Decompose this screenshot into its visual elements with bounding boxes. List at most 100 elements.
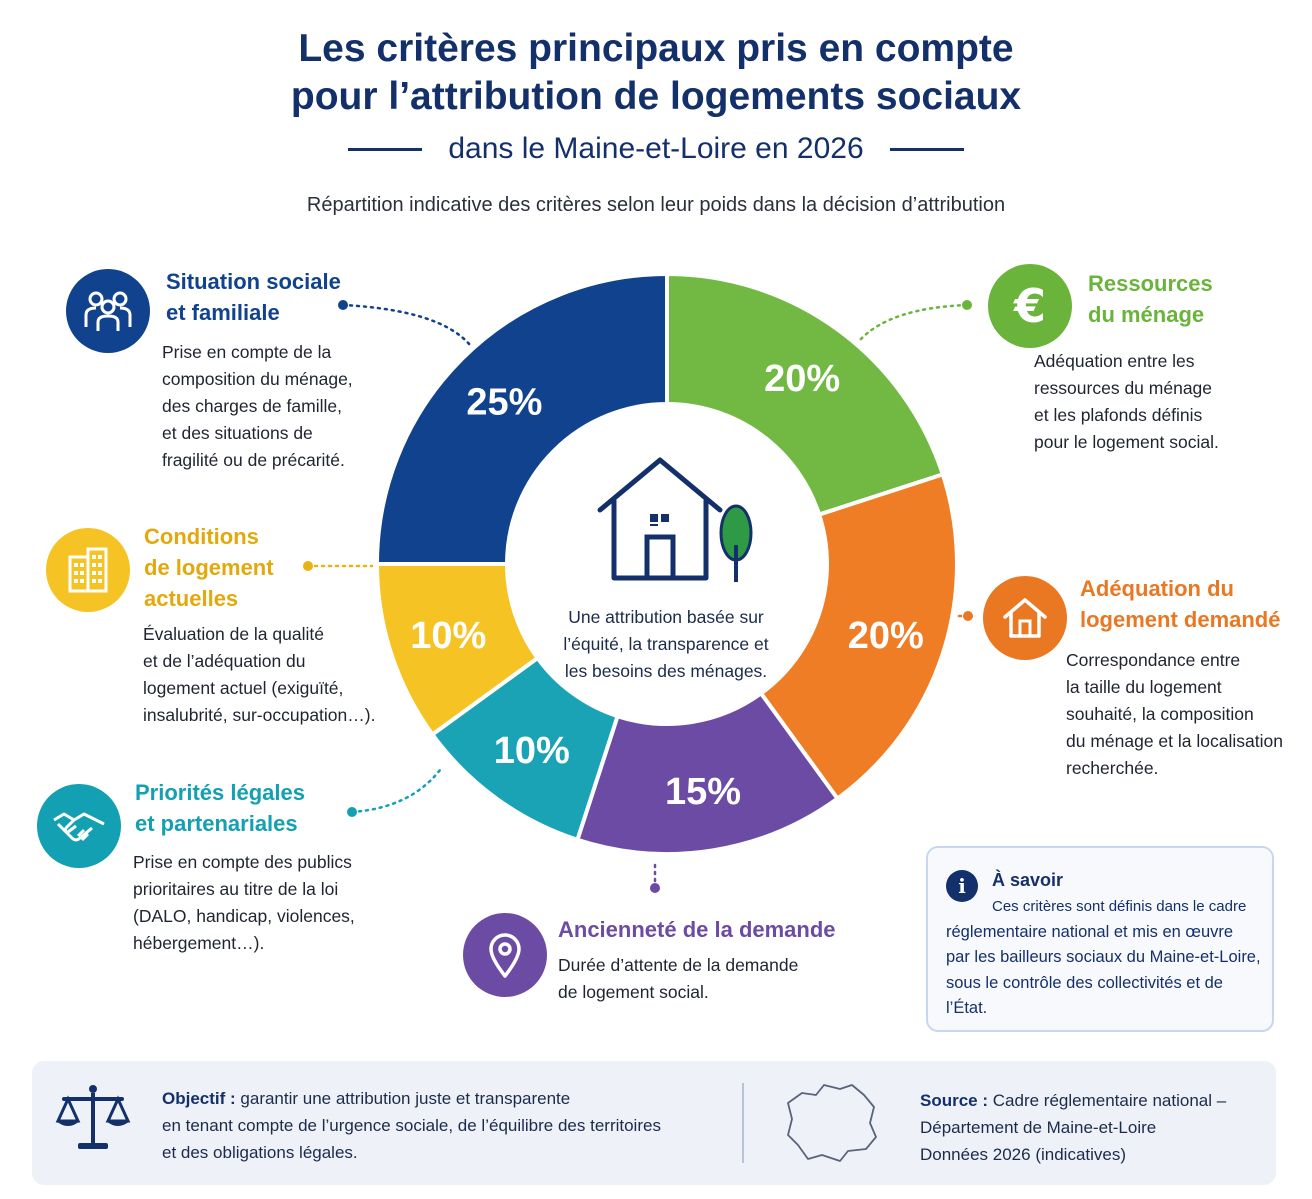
donut-slice bbox=[758, 471, 959, 802]
situation-title-l2: et familiale bbox=[166, 300, 280, 325]
donut-slice bbox=[665, 271, 946, 518]
info-line: l’État. bbox=[946, 999, 988, 1017]
ressources-desc-line: pour le logement social. bbox=[1034, 432, 1219, 452]
conditions-desc-line: logement actuel (exiguïté, bbox=[143, 678, 344, 698]
objectif-line: en tenant compte de l’urgence sociale, d… bbox=[162, 1116, 661, 1135]
source-line: Cadre réglementaire national – bbox=[992, 1091, 1227, 1110]
objectif-line: et des obligations légales. bbox=[162, 1143, 358, 1162]
donut-labels: 20% 20% 15% 10% 10% 25% bbox=[410, 358, 924, 813]
donut-slice bbox=[574, 690, 841, 856]
connector-situation bbox=[341, 303, 472, 347]
info-icon: i bbox=[946, 870, 978, 902]
donut-value-label: 20% bbox=[848, 615, 924, 657]
connector-dot-adequation bbox=[963, 611, 973, 621]
conditions-title-l1: Conditions bbox=[144, 524, 259, 549]
adequation-desc-line: Correspondance entre bbox=[1066, 650, 1241, 670]
donut-value-label: 25% bbox=[466, 381, 542, 423]
source-line: Données 2026 (indicatives) bbox=[920, 1145, 1127, 1164]
situation-desc-line: Prise en compte de la bbox=[162, 342, 332, 362]
info-title: À savoir bbox=[992, 870, 1064, 890]
info-text: Ces critères sont définis dans le cadre … bbox=[946, 894, 1261, 1022]
conditions-title-l3: actuelles bbox=[144, 586, 239, 611]
priorites-desc-line: Prise en compte des publics bbox=[133, 852, 352, 872]
priorites-desc-line: prioritaires au titre de la loi bbox=[133, 879, 339, 899]
info-line: réglementaire national et mis en œuvre bbox=[946, 922, 1234, 941]
priorites-desc: Prise en compte des publics prioritaires… bbox=[133, 849, 355, 957]
anciennete-desc: Durée d’attente de la demande de logemen… bbox=[558, 952, 798, 1006]
family-icon bbox=[66, 269, 150, 353]
chart-center-text: Une attribution basée sur l’équité, la t… bbox=[563, 607, 769, 681]
priorites-title: Priorités légales et partenariales bbox=[135, 777, 305, 839]
situation-desc-line: et des situations de bbox=[162, 423, 313, 443]
info-line: par les bailleurs sociaux du Maine-et-Lo… bbox=[946, 948, 1261, 966]
building-icon bbox=[46, 528, 130, 612]
ressources-desc-line: et les plafonds définis bbox=[1034, 405, 1203, 425]
objectif-text: Objectif : garantir une attribution just… bbox=[162, 1085, 661, 1166]
anciennete-desc-line: Durée d’attente de la demande bbox=[558, 955, 799, 975]
conditions-title-l2: de logement bbox=[144, 555, 274, 580]
source-line: Département de Maine-et-Loire bbox=[920, 1118, 1157, 1137]
adequation-desc-line: recherchée. bbox=[1066, 758, 1159, 778]
euro-icon: € bbox=[988, 264, 1072, 348]
connector-dot-priorites bbox=[347, 807, 357, 817]
handshake-icon bbox=[37, 784, 121, 868]
adequation-desc-line: souhaité, la composition bbox=[1066, 704, 1254, 724]
objectif-label: Objectif : bbox=[162, 1089, 236, 1108]
scales-icon bbox=[54, 1083, 132, 1158]
source-label: Source : bbox=[920, 1091, 989, 1110]
situation-desc: Prise en compte de la composition du mén… bbox=[162, 339, 353, 474]
ressources-title-l1: Ressources bbox=[1088, 271, 1213, 296]
situation-title: Situation sociale et familiale bbox=[166, 266, 341, 328]
adequation-title-l1: Adéquation du bbox=[1080, 576, 1234, 601]
donut-value-label: 20% bbox=[764, 358, 840, 400]
conditions-desc-line: et de l’adéquation du bbox=[143, 651, 306, 671]
adequation-title: Adéquation du logement demandé bbox=[1080, 573, 1280, 635]
map-outline-icon bbox=[782, 1079, 882, 1170]
source-text: Source : Cadre réglementaire national – … bbox=[920, 1087, 1226, 1168]
ressources-title-l2: du ménage bbox=[1088, 302, 1205, 327]
subtitle-row: dans le Maine-et-Loire en 2026 bbox=[0, 132, 1312, 166]
donut-value-label: 10% bbox=[410, 615, 486, 657]
priorites-title-l2: et partenariales bbox=[135, 811, 298, 836]
adequation-desc-line: la taille du logement bbox=[1066, 677, 1222, 697]
donut-value-label: 10% bbox=[494, 730, 570, 772]
donut-value-label: 15% bbox=[665, 771, 741, 813]
subtitle-rule-right bbox=[889, 147, 964, 151]
ressources-title: Ressources du ménage bbox=[1088, 268, 1213, 330]
anciennete-title: Ancienneté de la demande bbox=[558, 917, 836, 942]
connectors bbox=[303, 300, 973, 893]
subtitle-rule-left bbox=[348, 147, 423, 151]
connector-dot-ressources bbox=[962, 300, 972, 310]
conditions-title: Conditions de logement actuelles bbox=[144, 521, 274, 614]
page-subtitle: dans le Maine-et-Loire en 2026 bbox=[448, 132, 864, 165]
ressources-desc: Adéquation entre les ressources du ménag… bbox=[1034, 348, 1219, 456]
adequation-desc-line: du ménage et la localisation bbox=[1066, 731, 1283, 751]
location-pin-icon bbox=[463, 913, 547, 997]
conditions-desc-line: insalubrité, sur-occupation…). bbox=[143, 705, 376, 725]
objectif-line: garantir une attribution juste et transp… bbox=[240, 1089, 571, 1108]
page-title-line1: Les critères principaux pris en compte bbox=[298, 27, 1014, 70]
house-tree-illustration bbox=[597, 457, 753, 582]
donut-slice bbox=[429, 655, 621, 843]
chart-lead-text: Répartition indicative des critères selo… bbox=[306, 194, 1006, 216]
info-box: i À savoir Ces critères sont définis dan… bbox=[926, 846, 1274, 1032]
donut-slices bbox=[374, 271, 959, 856]
donut-slice bbox=[374, 562, 541, 738]
connector-dot-conditions bbox=[303, 561, 313, 571]
situation-title-l1: Situation sociale bbox=[166, 269, 341, 294]
info-line: sous le contrôle des collectivités et de bbox=[946, 973, 1223, 992]
situation-desc-line: composition du ménage, bbox=[162, 369, 353, 389]
adequation-title-l2: logement demandé bbox=[1080, 607, 1281, 632]
connector-ressources bbox=[858, 303, 969, 342]
conditions-desc: Évaluation de la qualité et de l’adéquat… bbox=[143, 621, 375, 729]
adequation-desc: Correspondance entre la taille du logeme… bbox=[1066, 647, 1283, 782]
anciennete-desc-line: de logement social. bbox=[558, 982, 709, 1002]
situation-desc-line: des charges de famille, bbox=[162, 396, 342, 416]
footer-panel: Objectif : garantir une attribution just… bbox=[32, 1061, 1276, 1185]
ressources-desc-line: ressources du ménage bbox=[1034, 378, 1213, 398]
situation-desc-line: fragilité ou de précarité. bbox=[162, 450, 345, 470]
donut-slice bbox=[374, 271, 669, 566]
page-title-line2: pour l’attribution de logements sociaux bbox=[290, 75, 1022, 118]
house-icon bbox=[983, 576, 1067, 660]
footer-divider bbox=[742, 1083, 744, 1163]
